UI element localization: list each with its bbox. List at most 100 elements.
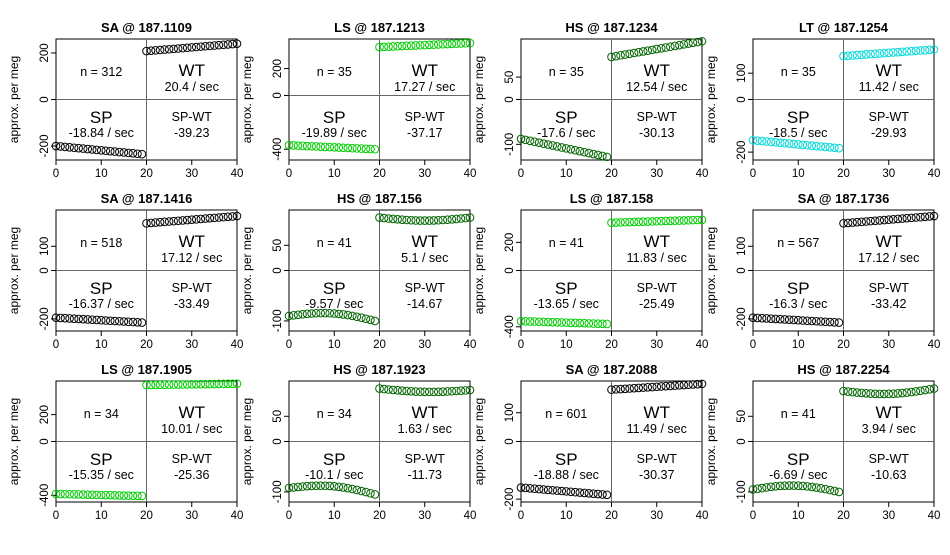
data-point [232,39,242,48]
data-point [406,215,416,225]
data-point [87,145,97,154]
data-point [748,313,758,322]
data-point [320,481,330,491]
data-point [516,483,526,492]
x-tick-label: 0 [518,168,524,180]
data-point [866,389,875,398]
data-point [697,215,707,225]
data-point [766,314,776,324]
data-point [201,41,210,51]
y-axis-label: approx. per meg [472,227,486,314]
data-point [119,491,129,500]
x-tick-label: 0 [286,168,292,180]
data-point [178,43,187,53]
data-point [925,45,934,55]
data-point [580,488,589,498]
data-point [182,215,192,225]
data-point [812,483,821,492]
data-point [142,380,151,390]
data-point [893,389,903,398]
data-point [534,484,544,494]
data-point [580,318,589,328]
data-point [616,51,625,60]
x-tick-label: 30 [418,510,431,522]
data-point [634,47,643,57]
x-tick-label: 40 [696,168,709,180]
data-point [87,315,97,325]
data-point [210,213,219,223]
data-point [411,41,421,50]
data-point [348,143,357,153]
data-point [798,481,808,491]
data-point [56,313,65,323]
data-point [857,50,866,60]
data-point [629,217,639,227]
data-point [661,43,671,52]
data-point [848,387,857,397]
data-point [164,380,174,389]
sp-label: SP [90,450,113,469]
data-point [607,52,616,62]
x-tick-label: 0 [750,339,756,351]
x-tick-label: 0 [286,510,292,522]
wt-label: WT [876,403,902,422]
data-point [196,42,206,51]
data-point [434,215,443,225]
data-point [807,482,817,492]
data-point [83,144,92,154]
data-point [205,41,215,51]
data-point [187,215,197,224]
chart-panel: SA @ 187.2088 approx. per meg 0 10 20 30 40 -20… [472,362,708,522]
data-point [137,491,147,501]
data-point [861,50,871,59]
data-point [929,45,939,54]
data-point [452,386,461,396]
data-point [920,212,930,222]
data-point [643,46,653,55]
data-point [60,313,70,323]
y-tick-label: -100 [272,309,284,332]
data-point [334,309,344,319]
data-point [219,212,228,222]
data-point [652,216,662,226]
x-tick-label: 20 [605,339,618,351]
data-point [530,484,539,494]
data-point [852,388,862,397]
sp-wt-value: -37.17 [407,126,442,140]
data-point [893,47,903,57]
y-axis-label: approx. per meg [7,227,21,314]
sp-wt-label: SP-WT [637,281,678,295]
data-point [201,379,210,389]
data-point [155,380,165,390]
data-point [65,143,74,152]
data-point [164,217,174,226]
data-point [602,319,612,329]
data-point [825,317,835,327]
data-point [816,483,826,493]
sp-wt-value: -39.23 [174,126,209,140]
data-point [406,387,416,396]
data-point [888,215,898,224]
data-point [119,317,129,326]
data-point [780,138,789,148]
data-point [284,483,294,493]
data-point [866,49,875,59]
data-point [593,319,603,328]
y-tick-label: 0 [39,267,51,273]
data-point [461,386,470,395]
data-point [307,481,316,491]
data-point [293,482,303,492]
x-tick-label: 10 [792,168,805,180]
data-point [465,213,475,222]
y-tick-label: -400 [272,138,284,161]
data-point [557,486,567,496]
data-point [110,147,120,156]
wt-rate: 1.63 / sec [398,422,452,436]
data-point [379,384,389,394]
data-point [456,39,466,48]
x-tick-label: 20 [140,510,153,522]
data-point [548,317,557,327]
y-tick-label: 0 [272,438,284,444]
data-point [593,150,603,160]
